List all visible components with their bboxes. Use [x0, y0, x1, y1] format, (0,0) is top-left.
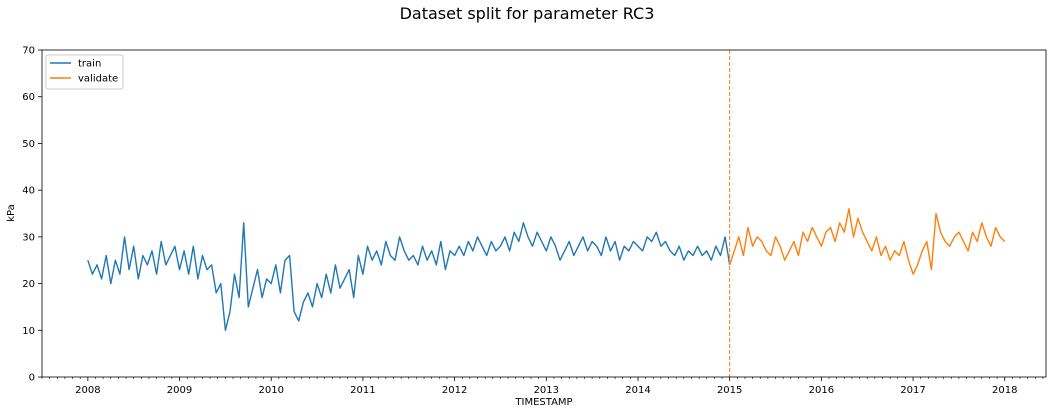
y-axis-label: kPa — [6, 204, 17, 222]
y-tick-label-50: 50 — [22, 139, 35, 150]
series-line-validate — [729, 208, 1006, 275]
y-tick-label-10: 10 — [22, 326, 35, 337]
x-tick-label-2015: 2015 — [717, 385, 742, 396]
x-tick-label-2009: 2009 — [167, 385, 192, 396]
y-tick-label-20: 20 — [22, 279, 35, 290]
x-tick-label-2011: 2011 — [350, 385, 375, 396]
x-tick-label-2012: 2012 — [442, 385, 467, 396]
x-axis: 2008 2009 2010 2011 2012 2013 2014 2015 2016 2017… — [41, 377, 1044, 396]
legend: train validate — [45, 54, 124, 90]
x-tick-label-2018: 2018 — [992, 385, 1017, 396]
series-line-train — [87, 222, 731, 331]
plot-area — [41, 49, 1047, 378]
x-tick-label-2017: 2017 — [900, 385, 925, 396]
y-tick-label-60: 60 — [22, 92, 35, 103]
chart-title: Dataset split for parameter RC3 — [400, 4, 655, 23]
series-layer — [87, 208, 1006, 331]
y-tick-label-70: 70 — [22, 46, 35, 57]
y-tick-label-30: 30 — [22, 232, 35, 243]
x-tick-label-2013: 2013 — [534, 385, 559, 396]
legend-label-train: train — [78, 59, 101, 70]
axes-frame — [41, 49, 1047, 378]
x-tick-label-2008: 2008 — [75, 385, 100, 396]
x-tick-label-2016: 2016 — [809, 385, 834, 396]
x-axis-label: TIMESTAMP — [514, 397, 572, 408]
y-axis: 0 10 20 30 40 50 60 70 — [22, 46, 42, 384]
legend-label-validate: validate — [78, 74, 118, 85]
x-tick-label-2010: 2010 — [258, 385, 283, 396]
y-tick-label-40: 40 — [22, 186, 35, 197]
y-tick-label-0: 0 — [29, 373, 35, 384]
x-tick-label-2014: 2014 — [625, 385, 650, 396]
